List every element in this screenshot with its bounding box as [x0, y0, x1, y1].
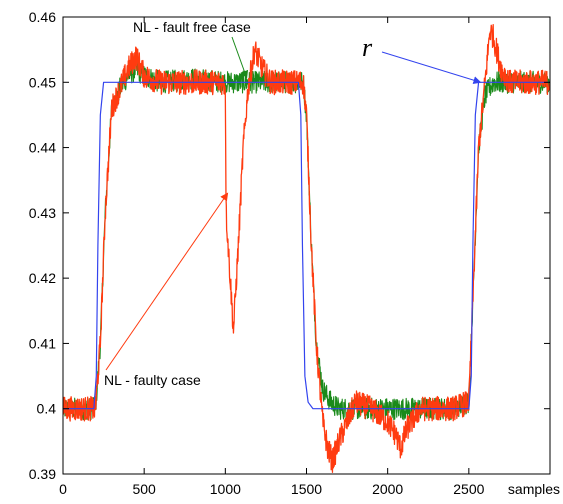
x-tick-label: 2000 — [372, 481, 403, 497]
x-tick-label: 1500 — [291, 481, 322, 497]
x-tick-label: 0 — [59, 481, 67, 497]
y-tick-label: 0.39 — [29, 466, 56, 482]
reference-arrow — [381, 51, 482, 85]
y-tick-label: 0.42 — [29, 270, 56, 286]
x-axis-label: samples — [508, 481, 560, 497]
y-tick-label: 0.46 — [29, 9, 56, 25]
y-tick-label: 0.41 — [29, 335, 56, 351]
x-tick-label: 1000 — [210, 481, 241, 497]
y-tick-label: 0.43 — [29, 205, 56, 221]
x-tick-label: 500 — [132, 481, 156, 497]
y-tick-label: 0.4 — [37, 401, 57, 417]
y-tick-label: 0.44 — [29, 140, 56, 156]
y-tick-label: 0.45 — [29, 74, 56, 90]
fault-free-arrow — [231, 36, 249, 79]
fault-free-annotation: NL - fault free case — [133, 19, 251, 35]
faulty-arrow — [105, 192, 229, 371]
reference-r-line — [63, 81, 550, 410]
x-tick-label: 2500 — [453, 481, 484, 497]
faulty-line — [63, 24, 550, 473]
plot-frame — [62, 16, 551, 475]
reference-annotation: r — [362, 33, 373, 62]
faulty-annotation: NL - faulty case — [104, 372, 201, 388]
